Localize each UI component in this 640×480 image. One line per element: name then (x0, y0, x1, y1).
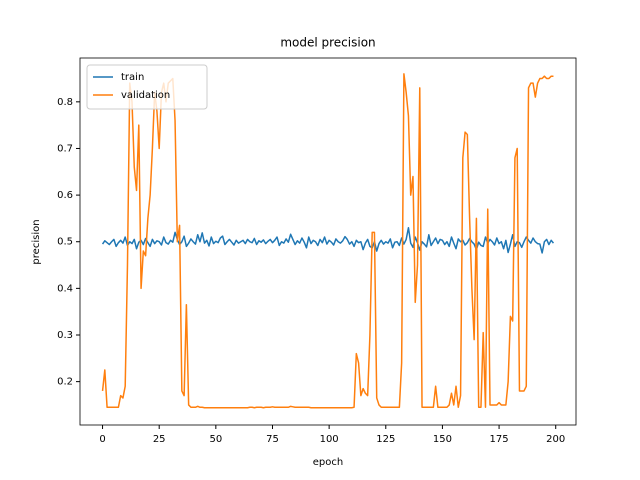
line-series (101, 73, 554, 409)
legend-label: validation (121, 90, 170, 101)
x-tick-label: 0 (99, 434, 105, 445)
y-tick-label: 0.8 (57, 97, 73, 108)
y-tick-label: 0.7 (57, 143, 73, 154)
x-tick-label: 50 (209, 434, 222, 445)
plot-frame (79, 57, 577, 426)
y-tick-label: 0.2 (57, 377, 73, 388)
y-axis-label: precision (31, 219, 42, 264)
legend-box (86, 64, 208, 110)
chart-title: model precision (280, 36, 375, 50)
y-tick-label: 0.5 (57, 237, 73, 248)
x-tick-label: 25 (153, 434, 166, 445)
x-tick-label: 150 (433, 434, 452, 445)
y-tick-label: 0.3 (57, 330, 73, 341)
y-tick-label: 0.6 (57, 190, 73, 201)
x-tick-label: 75 (266, 434, 279, 445)
x-tick-label: 125 (376, 434, 395, 445)
x-tick-label: 100 (320, 434, 339, 445)
legend-label: train (121, 72, 144, 83)
x-tick-label: 175 (490, 434, 509, 445)
x-tick-label: 200 (546, 434, 565, 445)
x-axis-label: epoch (313, 457, 343, 468)
y-tick-label: 0.4 (57, 283, 73, 294)
